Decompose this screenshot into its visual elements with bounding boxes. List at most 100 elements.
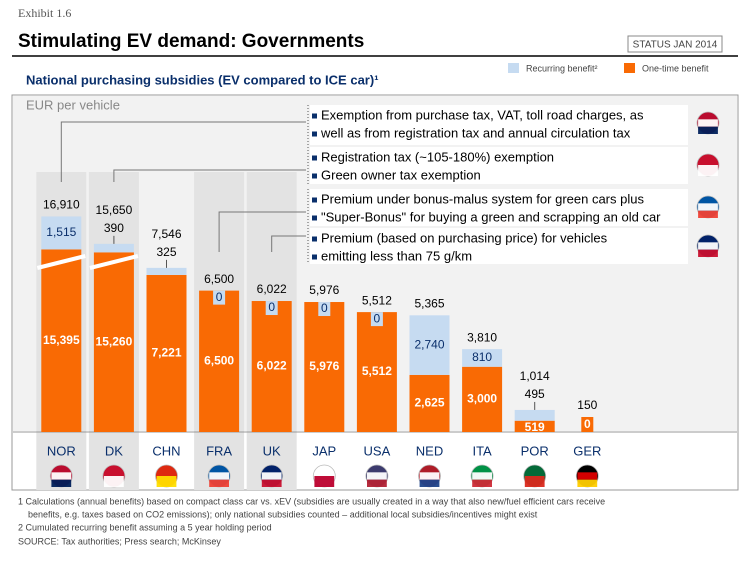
annotation-box [310, 228, 688, 264]
value-label: 2,625 [414, 396, 444, 410]
title: Stimulating EV demand: Governments [18, 31, 364, 52]
flag [698, 119, 718, 127]
flag [261, 479, 282, 487]
x-tick-label: UK [263, 443, 281, 458]
annotation-text: Premium (based on purchasing price) for … [321, 230, 608, 245]
legend-swatch [624, 63, 635, 73]
x-tick-label: FRA [206, 443, 232, 458]
status: STATUS JAN 2014 [633, 40, 718, 51]
total-label: 6,500 [204, 272, 234, 286]
bullet [312, 173, 317, 179]
flag [577, 479, 598, 487]
bar-segment [462, 349, 503, 367]
flag [698, 126, 718, 134]
connector [271, 235, 306, 252]
bar-segment [41, 249, 82, 432]
bar-segment [265, 301, 278, 316]
unit-label: EUR per vehicle [26, 97, 120, 112]
flag [209, 479, 229, 487]
bar-segment [146, 267, 187, 275]
x-tick-label: DK [105, 443, 123, 458]
flag [261, 472, 282, 480]
value-label: 0 [216, 290, 223, 304]
connector [218, 211, 306, 252]
flag [367, 472, 387, 480]
value-label: 0 [268, 300, 275, 314]
annotation-text: emitting less than 75 g/km [321, 248, 472, 263]
total-label: 5,976 [309, 283, 339, 297]
value-label: 0 [374, 311, 381, 325]
bar-segment [514, 420, 555, 432]
total-label: 15,650 [96, 203, 133, 217]
value-label: 810 [472, 350, 492, 364]
annotation-text: Registration tax (~105-180%) exemption [321, 149, 554, 164]
footnote: 2 Cumulated recurring benefit assuming a… [18, 522, 272, 532]
x-tick-label: GER [573, 443, 601, 458]
value-label: 495 [525, 387, 545, 401]
flag [698, 242, 718, 250]
bullet [312, 254, 317, 260]
x-tick-label: CHN [152, 443, 180, 458]
bullet [312, 155, 317, 161]
flag [51, 479, 72, 487]
exhibit: Exhibit 1.6 [18, 6, 71, 20]
value-label: 2,740 [414, 337, 444, 351]
axis-break [89, 254, 139, 270]
legend-label: Recurring benefit² [526, 63, 598, 73]
bar-segment [356, 312, 397, 432]
bullet [312, 236, 317, 242]
footnote: 1 Calculations (annual benefits) based o… [18, 496, 605, 506]
bar-segment [213, 290, 226, 305]
bar-segment [581, 417, 594, 432]
flag [367, 479, 387, 487]
bullet [312, 113, 317, 119]
total-label: 5,512 [362, 293, 392, 307]
flag [472, 472, 492, 480]
value-label: 0 [584, 417, 591, 431]
flag [156, 476, 177, 487]
total-label: 6,022 [257, 282, 287, 296]
connector [60, 121, 306, 182]
value-label: 519 [525, 420, 545, 434]
flag [51, 472, 72, 480]
flag [419, 472, 440, 480]
bar-segment [462, 366, 503, 432]
total-label: 3,810 [467, 330, 497, 344]
legend-swatch [508, 63, 519, 73]
value-label: 15,395 [43, 333, 80, 347]
bar-segment [251, 301, 292, 432]
flag [698, 165, 718, 176]
flag [698, 210, 718, 218]
annotation-text: Exemption from purchase tax, VAT, toll r… [321, 107, 644, 122]
annotation-text: Premium under bonus-malus system for gre… [321, 191, 644, 206]
value-label: 3,000 [467, 392, 497, 406]
flag [419, 479, 440, 487]
flag [698, 249, 718, 257]
bar-segment [93, 243, 134, 253]
value-label: 325 [156, 245, 176, 259]
annotation-text: "Super-Bonus" for buying a green and scr… [321, 209, 661, 224]
annotation-box [310, 189, 688, 226]
footnote: benefits, e.g. taxes based on CO2 emissi… [28, 509, 538, 519]
value-label: 1,515 [46, 225, 76, 239]
bar-segment [93, 252, 134, 432]
annotation-box [310, 105, 688, 145]
bullet [312, 197, 317, 203]
value-label: 0 [321, 301, 328, 315]
subtitle: National purchasing subsidies (EV compar… [26, 72, 379, 87]
bullet [312, 215, 317, 221]
connector [113, 169, 306, 182]
flag [472, 479, 492, 487]
bar-segment [514, 409, 555, 421]
bar-segment [409, 374, 450, 432]
bar-segment [199, 290, 240, 432]
total-label: 5,365 [414, 296, 444, 310]
total-label: 16,910 [43, 198, 80, 212]
x-tick-label: NED [416, 443, 443, 458]
bar-segment [304, 302, 345, 432]
status-box [627, 35, 723, 53]
bar-segment [370, 312, 383, 327]
value-label: 390 [104, 221, 124, 235]
flag [209, 472, 229, 480]
